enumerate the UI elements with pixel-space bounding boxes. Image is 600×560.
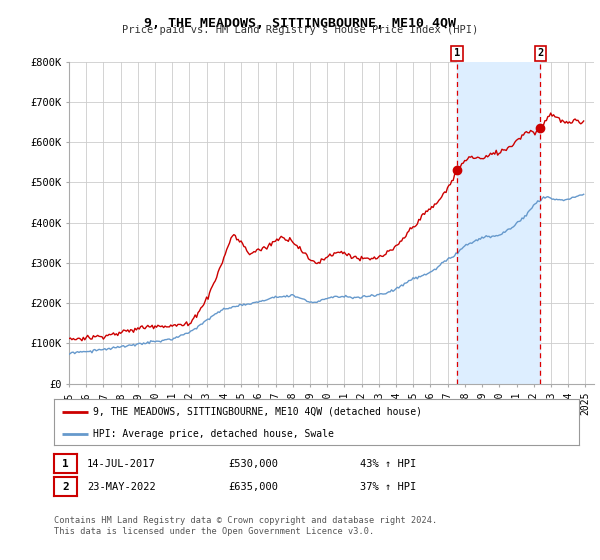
Text: 14-JUL-2017: 14-JUL-2017 [87, 459, 156, 469]
Text: £530,000: £530,000 [228, 459, 278, 469]
Text: HPI: Average price, detached house, Swale: HPI: Average price, detached house, Swal… [94, 429, 334, 438]
Text: 2: 2 [538, 48, 544, 58]
Text: 43% ↑ HPI: 43% ↑ HPI [360, 459, 416, 469]
Text: Price paid vs. HM Land Registry's House Price Index (HPI): Price paid vs. HM Land Registry's House … [122, 25, 478, 35]
Text: 9, THE MEADOWS, SITTINGBOURNE, ME10 4QW: 9, THE MEADOWS, SITTINGBOURNE, ME10 4QW [144, 17, 456, 30]
Text: 9, THE MEADOWS, SITTINGBOURNE, ME10 4QW (detached house): 9, THE MEADOWS, SITTINGBOURNE, ME10 4QW … [94, 407, 422, 417]
Text: 2: 2 [62, 482, 69, 492]
Bar [457, 62, 541, 384]
Text: £635,000: £635,000 [228, 482, 278, 492]
Text: 37% ↑ HPI: 37% ↑ HPI [360, 482, 416, 492]
Text: 1: 1 [454, 48, 460, 58]
Text: 23-MAY-2022: 23-MAY-2022 [87, 482, 156, 492]
Text: 1: 1 [62, 459, 69, 469]
Text: Contains HM Land Registry data © Crown copyright and database right 2024.
This d: Contains HM Land Registry data © Crown c… [54, 516, 437, 536]
